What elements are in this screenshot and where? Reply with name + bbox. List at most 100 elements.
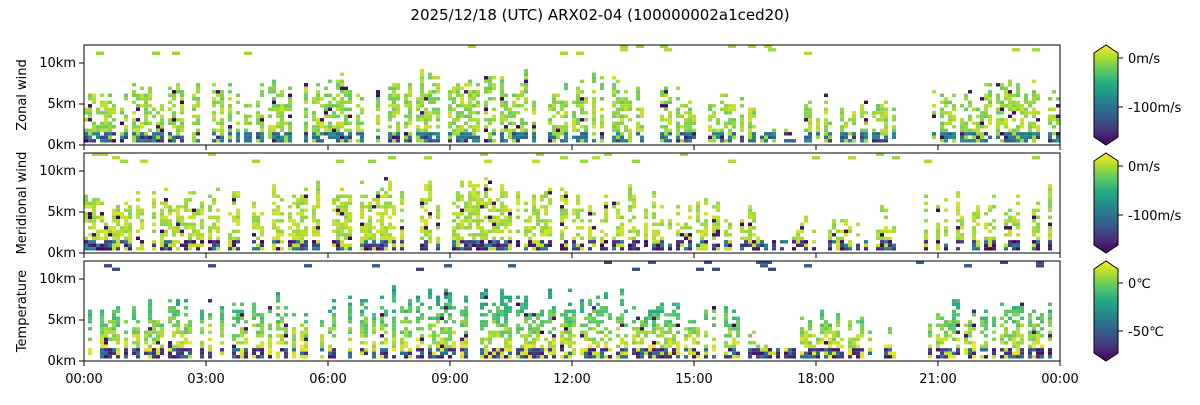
heatmap-cell: [684, 247, 688, 251]
heatmap-cell: [748, 236, 752, 240]
heatmap-cell: [136, 348, 140, 352]
heatmap-cell: [544, 247, 548, 251]
heatmap-cell: [476, 93, 480, 97]
heatmap-cell: [428, 215, 432, 219]
heatmap-cell: [348, 135, 352, 139]
heatmap-cell: [688, 128, 692, 132]
heatmap-cell: [108, 125, 112, 129]
heatmap-cell: [688, 208, 692, 212]
heatmap-cell: [220, 121, 224, 125]
heatmap-cell: [176, 355, 180, 359]
heatmap-cell: [844, 229, 848, 233]
heatmap-cell: [136, 212, 140, 216]
heatmap-cell: [428, 180, 432, 184]
heatmap-cell: [944, 104, 948, 108]
heatmap-cell: [360, 348, 364, 352]
heatmap-cell: [508, 264, 516, 268]
heatmap-cell: [320, 118, 324, 122]
heatmap-cell: [952, 107, 956, 111]
heatmap-cell: [552, 327, 556, 331]
heatmap-cell: [244, 351, 248, 355]
heatmap-cell: [400, 320, 404, 324]
heatmap-cell: [1008, 114, 1012, 118]
heatmap-cell: [280, 93, 284, 97]
heatmap-cell: [384, 240, 388, 244]
heatmap-cell: [636, 97, 640, 101]
heatmap-cell: [984, 348, 988, 352]
heatmap-cell: [704, 243, 708, 247]
heatmap-cell: [360, 135, 364, 139]
heatmap-cell: [968, 128, 972, 132]
heatmap-cell: [112, 334, 116, 338]
heatmap-cell: [172, 306, 176, 310]
heatmap-cell: [936, 205, 940, 209]
heatmap-cell: [316, 205, 320, 209]
heatmap-cell: [384, 236, 388, 240]
heatmap-cell: [884, 240, 888, 244]
heatmap-cell: [220, 351, 224, 355]
heatmap-cell: [612, 83, 616, 87]
heatmap-cell: [944, 139, 948, 143]
heatmap-cell: [616, 132, 620, 136]
heatmap-cell: [200, 205, 204, 209]
heatmap-cell: [804, 118, 808, 122]
heatmap-cell: [420, 243, 424, 247]
heatmap-cell: [220, 330, 224, 334]
heatmap-cell: [748, 348, 752, 352]
heatmap-cell: [644, 229, 648, 233]
heatmap-cell: [468, 194, 472, 198]
heatmap-cell: [136, 247, 140, 251]
heatmap-cell: [520, 344, 524, 348]
heatmap-cell: [384, 355, 388, 359]
heatmap-cell: [148, 139, 152, 143]
heatmap-cell: [944, 330, 948, 334]
heatmap-cell: [824, 132, 828, 136]
heatmap-cell: [956, 302, 960, 306]
heatmap-cell: [244, 330, 248, 334]
heatmap-cell: [112, 327, 116, 331]
heatmap-cell: [508, 334, 512, 338]
heatmap-cell: [268, 348, 272, 352]
heatmap-cell: [444, 351, 448, 355]
heatmap-cell: [1040, 348, 1044, 352]
heatmap-cell: [436, 334, 440, 338]
heatmap-cell: [372, 330, 376, 334]
heatmap-cell: [336, 128, 340, 132]
heatmap-cell: [444, 327, 448, 331]
heatmap-cell: [876, 236, 880, 240]
heatmap-cell: [880, 236, 884, 240]
heatmap-cell: [976, 132, 980, 136]
heatmap-cell: [388, 180, 392, 184]
heatmap-cell: [256, 118, 260, 122]
heatmap-cell: [476, 198, 480, 202]
heatmap-cell: [656, 229, 660, 233]
heatmap-cell: [864, 118, 868, 122]
heatmap-cell: [804, 330, 808, 334]
heatmap-cell: [748, 118, 752, 122]
heatmap-cell: [340, 229, 344, 233]
heatmap-cell: [572, 128, 576, 132]
heatmap-cell: [656, 243, 660, 247]
heatmap-cell: [340, 107, 344, 111]
heatmap-cell: [532, 233, 536, 237]
heatmap-cell: [552, 104, 556, 108]
heatmap-cell: [448, 302, 452, 306]
heatmap-cell: [676, 306, 680, 310]
heatmap-cell: [284, 132, 288, 136]
heatmap-cell: [560, 243, 564, 247]
heatmap-cell: [240, 313, 244, 317]
heatmap-cell: [92, 100, 96, 104]
heatmap-cell: [144, 118, 148, 122]
heatmap-cell: [616, 327, 620, 331]
heatmap-cell: [1036, 323, 1040, 327]
heatmap-cell: [268, 327, 272, 331]
heatmap-cell: [428, 236, 432, 240]
heatmap-cell: [236, 194, 240, 198]
heatmap-cell: [884, 111, 888, 115]
heatmap-cell: [1012, 135, 1016, 139]
heatmap-cell: [396, 128, 400, 132]
heatmap-cell: [1012, 243, 1016, 247]
heatmap-cell: [480, 152, 488, 156]
heatmap-cell: [304, 247, 308, 251]
heatmap-cell: [484, 90, 488, 94]
